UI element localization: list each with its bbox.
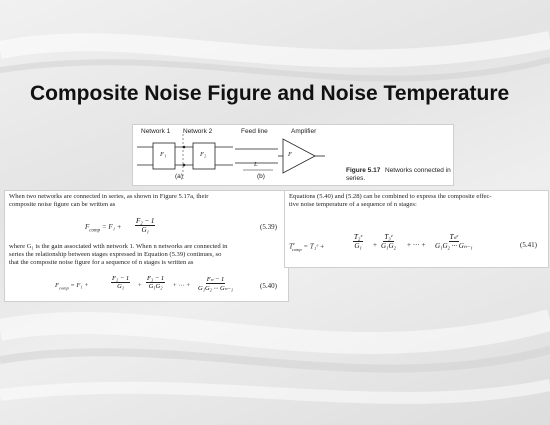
amplifier-label: Amplifier: [291, 128, 317, 135]
right-intro-line-2: tive noise temperature of a sequence of …: [289, 201, 417, 208]
slide-title: Composite Noise Figure and Noise Tempera…: [30, 82, 510, 105]
left-intro-line-2: composite noise figure can be written as: [9, 201, 116, 208]
eq540-plus: +: [138, 282, 142, 289]
network-diagram: [137, 134, 325, 179]
left-mid-line-1: where G₁ is the gain associated with net…: [9, 243, 228, 250]
L-label: L: [254, 161, 258, 168]
figure-caption-text-2: series.: [346, 175, 366, 182]
f2-label: F₂: [200, 151, 207, 158]
eq541-dots: + ··· +: [407, 241, 426, 249]
eq540-term3: Fₙ − 1 G₁G₂ ··· Gₙ₋₁: [198, 276, 234, 292]
F-label: F: [288, 151, 292, 158]
left-mid-line-3: that the composite noise figure for a se…: [9, 259, 194, 266]
eq539-tag: (5.39): [260, 223, 277, 231]
right-intro-line-1: Equations (5.40) and (5.28) can be combi…: [289, 193, 492, 200]
eq541-term3: Tₙᵉ G₁G₂ ··· Gₙ₋₁: [435, 233, 473, 250]
figure-panel: Network 1 Network 2 F₁ F₂ Feed line Ampl…: [132, 124, 454, 186]
eq541-term1: T₂ᵉ G₁: [353, 233, 364, 250]
eq540-tag: (5.40): [260, 282, 277, 290]
sublabel-a: (a): [175, 173, 183, 180]
eq540-term1: F₂ − 1 G₁: [111, 275, 131, 290]
eq540-dots: + ··· +: [173, 282, 191, 289]
figure-caption-text: Networks connected in: [385, 167, 451, 174]
network1-label: Network 1: [141, 128, 171, 135]
eq541-tag: (5.41): [520, 241, 537, 249]
eq541-lhs: Tecomp = T₁ᵉ +: [289, 241, 325, 252]
eq539-lhs: Fcomp = F₁ +: [85, 223, 122, 234]
left-intro-line-1: When two networks are connected in serie…: [9, 193, 209, 200]
eq540-lhs: Fcomp = F₁ +: [55, 282, 89, 291]
left-mid-line-2: series the relationship between stages e…: [9, 251, 222, 258]
right-text-panel: Equations (5.40) and (5.28) can be combi…: [284, 190, 549, 268]
network2-label: Network 2: [183, 128, 213, 135]
figure-caption-number: Figure 5.17: [346, 167, 381, 174]
eq541-plus: +: [373, 241, 377, 249]
eq540-term2: F₃ − 1 G₁G₂: [146, 275, 166, 290]
sublabel-b: (b): [257, 173, 265, 180]
feedline-label: Feed line: [241, 128, 268, 135]
f1-label: F₁: [160, 151, 167, 158]
left-text-panel: When two networks are connected in serie…: [4, 190, 289, 302]
eq539-fraction: F₂ − 1 G₁: [135, 217, 156, 234]
eq541-term2: T₃ᵉ G₁G₂: [381, 233, 396, 250]
